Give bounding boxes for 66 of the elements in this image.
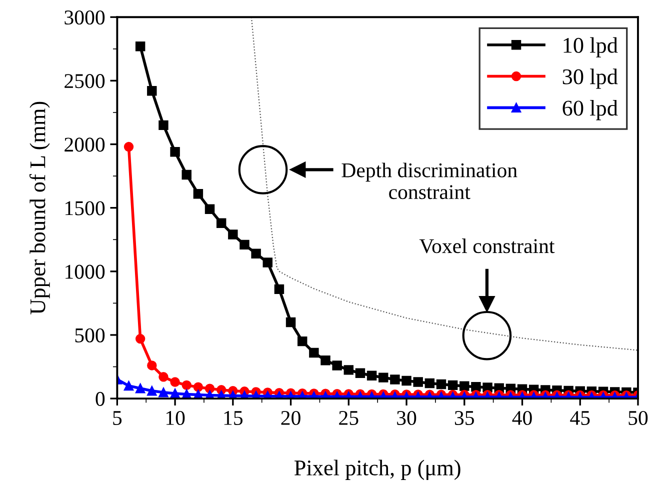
point xyxy=(158,372,168,382)
point xyxy=(390,374,400,384)
y-tick-label: 2000 xyxy=(64,138,105,152)
legend-label: 30 lpd xyxy=(562,68,618,89)
point xyxy=(170,147,180,157)
point xyxy=(332,360,342,370)
x-tick-label: 15 xyxy=(224,411,243,425)
legend-label: 10 lpd xyxy=(564,37,618,58)
y-tick-label: 2500 xyxy=(64,74,105,88)
point xyxy=(471,382,481,392)
point xyxy=(262,258,272,268)
point xyxy=(344,365,354,375)
point xyxy=(297,336,308,346)
point xyxy=(204,204,215,214)
point xyxy=(402,376,412,386)
point xyxy=(135,41,146,52)
point xyxy=(460,381,470,391)
y-tick-label: 1500 xyxy=(66,201,105,216)
point xyxy=(170,377,180,387)
x-tick-label: 30 xyxy=(397,410,416,425)
x-tick-label: 50 xyxy=(628,410,648,425)
legend-label: 60 lpd xyxy=(562,100,618,120)
annotation: Voxel constraint xyxy=(419,238,555,254)
point xyxy=(193,382,204,392)
x-tick-label: 40 xyxy=(512,410,532,425)
x-tick-label: 20 xyxy=(281,410,300,425)
point xyxy=(424,378,435,388)
point xyxy=(448,380,458,390)
point xyxy=(286,317,296,328)
x-tick-label: 25 xyxy=(339,411,358,425)
point xyxy=(309,348,319,358)
point xyxy=(228,230,238,240)
point xyxy=(378,372,388,382)
point xyxy=(366,370,377,381)
y-tick-label: 500 xyxy=(75,328,105,342)
x-axis-title: Pixel pitch, p (μm) xyxy=(294,460,460,480)
point xyxy=(413,377,423,387)
x-tick-label: 35 xyxy=(454,411,474,425)
point xyxy=(147,86,157,96)
y-tick-label: 0 xyxy=(96,392,105,406)
point xyxy=(158,388,168,398)
point xyxy=(124,380,134,391)
point xyxy=(158,120,168,130)
point xyxy=(240,240,250,250)
point xyxy=(124,142,134,152)
point xyxy=(355,368,366,378)
y-axis-title: Upper bound of L (mm) xyxy=(29,102,50,314)
point xyxy=(251,248,261,258)
point xyxy=(135,384,146,394)
x-tick-label: 10 xyxy=(166,410,185,425)
point xyxy=(147,386,157,396)
line-series xyxy=(250,17,638,351)
point xyxy=(182,380,192,390)
point xyxy=(274,284,284,294)
y-tick-label: 3000 xyxy=(64,10,105,25)
point xyxy=(436,379,446,390)
x-tick-label: 5 xyxy=(113,411,122,425)
point xyxy=(193,188,204,199)
annotation: Depth discrimination constraint xyxy=(342,162,518,200)
x-tick-label: 45 xyxy=(570,411,590,425)
point xyxy=(320,356,330,366)
point xyxy=(216,218,226,228)
point xyxy=(147,360,157,370)
y-tick-label: 1000 xyxy=(66,264,105,279)
point xyxy=(135,334,146,344)
point xyxy=(182,170,192,180)
